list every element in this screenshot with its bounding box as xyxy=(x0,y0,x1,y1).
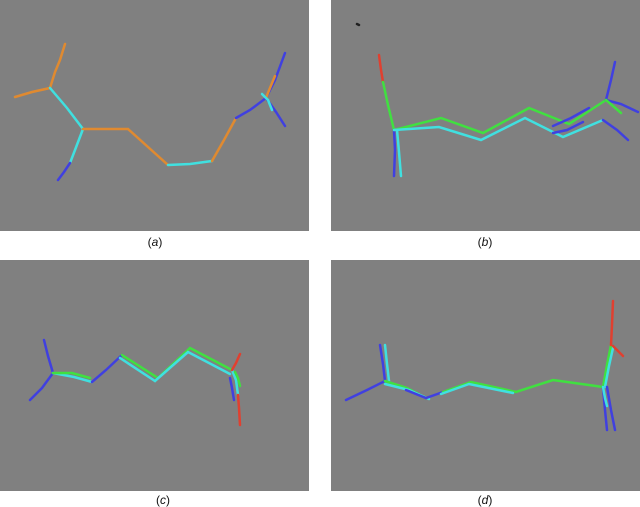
bond xyxy=(68,127,85,165)
caption-paren-open: ( xyxy=(477,235,482,249)
bond xyxy=(260,92,274,112)
bond xyxy=(228,376,236,402)
bond xyxy=(604,98,640,114)
bond xyxy=(395,128,403,178)
bond xyxy=(383,343,391,383)
bond xyxy=(605,385,617,432)
molecule-panel-b xyxy=(331,0,640,231)
bond xyxy=(377,53,385,84)
bond xyxy=(355,22,361,27)
bond xyxy=(51,371,92,380)
bond xyxy=(28,371,55,402)
caption-paren-close: ) xyxy=(158,235,163,249)
bond xyxy=(13,86,52,99)
caption-letter: d xyxy=(481,493,489,507)
bond xyxy=(48,42,67,90)
molecule-overlay-d xyxy=(344,299,625,432)
bond xyxy=(42,338,55,375)
caption-paren-close: ) xyxy=(488,235,493,249)
bond xyxy=(611,344,625,358)
bond xyxy=(166,159,214,167)
bond xyxy=(234,96,268,120)
bond xyxy=(601,343,613,389)
bond xyxy=(551,120,585,135)
bond xyxy=(236,393,242,427)
panel-caption-c: (c) xyxy=(143,493,183,507)
caption-paren-open: ( xyxy=(156,493,160,507)
caption-letter: a xyxy=(151,235,159,249)
panel-caption-a: (a) xyxy=(135,235,175,249)
bond xyxy=(392,128,397,178)
bond xyxy=(603,346,615,389)
bond xyxy=(56,161,72,182)
bond xyxy=(609,299,615,347)
bond xyxy=(230,368,240,397)
molecule-panel-d xyxy=(331,260,640,491)
bond xyxy=(378,343,387,383)
bond xyxy=(118,350,232,383)
panel-caption-d: (d) xyxy=(465,493,505,507)
bond xyxy=(392,98,608,135)
bond xyxy=(233,370,242,388)
bond xyxy=(230,352,242,372)
bond xyxy=(404,388,445,400)
bond xyxy=(392,116,605,142)
bond xyxy=(81,127,170,167)
bond xyxy=(344,379,387,402)
molecule-overlay-b xyxy=(355,22,640,178)
molecule-panel-c xyxy=(0,260,309,491)
bond xyxy=(551,106,591,128)
bond xyxy=(210,116,238,163)
bond xyxy=(90,353,124,384)
molecule-overlay-c xyxy=(28,338,242,427)
bond xyxy=(604,98,623,115)
bond xyxy=(604,60,617,102)
caption-letter: b xyxy=(481,235,489,249)
bond xyxy=(264,74,277,100)
molecule-overlay-a xyxy=(13,42,287,182)
bond xyxy=(439,382,515,396)
caption-paren-open: ( xyxy=(477,493,482,507)
bond xyxy=(601,385,609,408)
bond xyxy=(51,371,94,384)
bond xyxy=(381,80,396,132)
molecule-panel-a xyxy=(0,0,309,231)
caption-letter: c xyxy=(160,493,166,507)
bond xyxy=(48,86,85,131)
caption-paren-open: ( xyxy=(147,235,152,249)
panel-caption-b: (b) xyxy=(465,235,505,249)
bond xyxy=(601,118,630,142)
caption-paren-close: ) xyxy=(166,493,170,507)
caption-paren-close: ) xyxy=(488,493,493,507)
